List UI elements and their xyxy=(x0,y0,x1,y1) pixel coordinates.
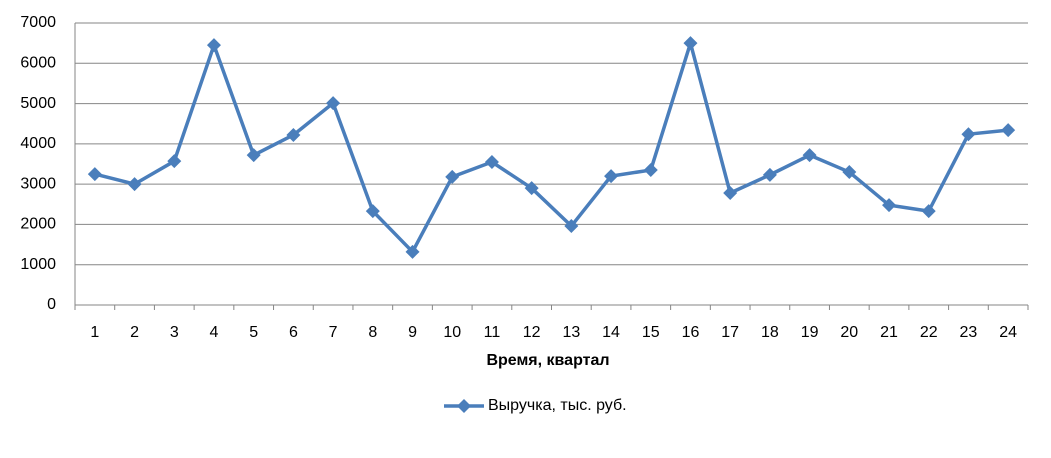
x-tick-label: 21 xyxy=(880,324,898,341)
x-tick-label: 11 xyxy=(484,324,501,341)
x-tick-label: 12 xyxy=(523,324,541,341)
data-point xyxy=(405,244,420,259)
x-tick-label: 24 xyxy=(999,324,1017,341)
data-point xyxy=(961,127,976,142)
x-tick-label: 18 xyxy=(761,324,779,341)
x-tick-label: 6 xyxy=(289,324,298,341)
data-point xyxy=(127,177,142,192)
data-point xyxy=(286,127,301,142)
y-tick-label: 6000 xyxy=(20,55,56,72)
x-tick-label: 10 xyxy=(443,324,461,341)
data-point xyxy=(1001,123,1016,138)
legend-label: Выручка, тыс. руб. xyxy=(488,397,627,414)
y-tick-label: 2000 xyxy=(20,216,56,233)
y-tick-label: 7000 xyxy=(20,14,56,31)
data-point xyxy=(643,163,658,178)
y-tick-label: 1000 xyxy=(20,256,56,273)
data-point xyxy=(365,204,380,219)
y-tick-label: 4000 xyxy=(20,135,56,152)
data-point xyxy=(167,154,182,169)
data-point xyxy=(87,167,102,182)
y-tick-label: 0 xyxy=(47,296,56,313)
legend-marker xyxy=(457,399,471,413)
data-point xyxy=(802,148,817,163)
data-point xyxy=(206,38,221,53)
x-tick-label: 13 xyxy=(562,324,580,341)
data-point xyxy=(723,186,738,201)
series-line xyxy=(94,41,1009,254)
data-point xyxy=(564,219,579,234)
data-point xyxy=(326,96,341,111)
data-point xyxy=(762,167,777,182)
y-tick-label: 5000 xyxy=(20,95,56,112)
data-point xyxy=(921,204,936,219)
x-tick-label: 20 xyxy=(840,324,858,341)
x-tick-label: 15 xyxy=(642,324,660,341)
x-tick-label: 17 xyxy=(721,324,739,341)
x-tick-label: 3 xyxy=(170,324,179,341)
x-tick-label: 4 xyxy=(210,324,219,341)
x-axis-title: Время, квартал xyxy=(486,352,609,369)
data-point xyxy=(524,181,539,196)
data-point xyxy=(445,169,460,184)
x-tick-label: 16 xyxy=(682,324,700,341)
x-tick-label: 1 xyxy=(90,324,99,341)
x-tick-label: 2 xyxy=(130,324,139,341)
data-point xyxy=(842,165,857,180)
x-tick-label: 23 xyxy=(960,324,978,341)
data-point xyxy=(882,198,897,213)
data-point xyxy=(246,148,261,163)
x-tick-label: 5 xyxy=(249,324,258,341)
x-tick-label: 9 xyxy=(408,324,417,341)
x-tick-label: 19 xyxy=(801,324,819,341)
data-point xyxy=(484,154,499,169)
x-tick-label: 7 xyxy=(329,324,338,341)
data-point xyxy=(604,169,619,184)
x-tick-label: 22 xyxy=(920,324,938,341)
x-tick-label: 14 xyxy=(602,324,620,341)
x-tick-label: 8 xyxy=(368,324,377,341)
data-point xyxy=(683,36,698,51)
y-tick-label: 3000 xyxy=(20,175,56,192)
